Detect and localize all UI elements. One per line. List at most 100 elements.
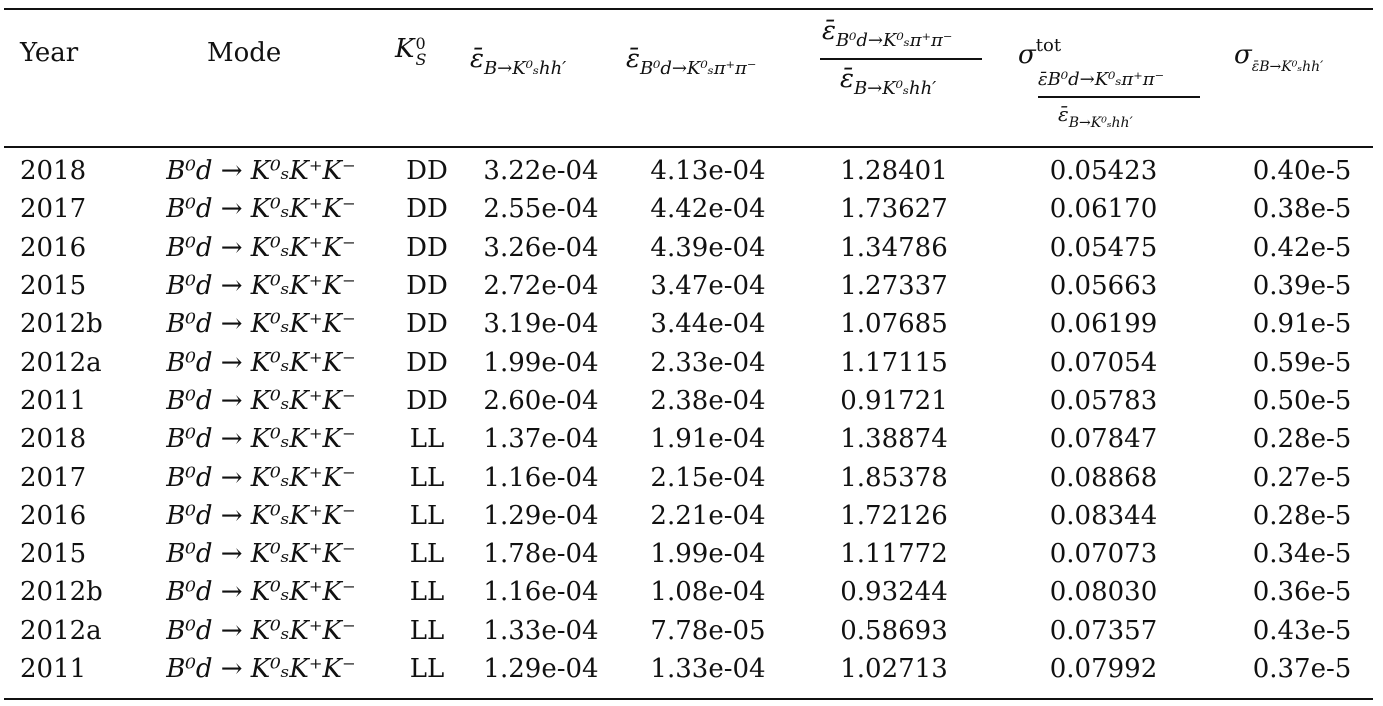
cell-year: 2018 xyxy=(20,424,87,455)
cell-ks: DD xyxy=(406,385,448,416)
cell-sigma-tot: 0.05783 xyxy=(1049,385,1158,416)
table-row: 2016 B⁰d → K⁰ₛK⁺K⁻ LL 1.29e-04 2.21e-04 1.721… xyxy=(4,497,1383,535)
cell-mode: B⁰d → K⁰ₛK⁺K⁻ xyxy=(166,385,356,416)
cell-sigma-eff: 0.28e-5 xyxy=(1252,424,1352,455)
cell-sigma-eff: 0.42e-5 xyxy=(1252,232,1352,263)
cell-sigma-tot: 0.07992 xyxy=(1049,654,1158,684)
header-eff-kshh-sub: B→K⁰ₛhh′ xyxy=(483,58,567,79)
cell-sigma-eff: 0.50e-5 xyxy=(1252,385,1352,416)
cell-eff-kspipi: 2.15e-04 xyxy=(650,462,766,493)
table-row: 2011 B⁰d → K⁰ₛK⁺K⁻ DD 2.60e-04 2.38e-04 0.917… xyxy=(4,382,1383,420)
cell-eff-kshh: 2.55e-04 xyxy=(483,194,599,225)
cell-mode: B⁰d → K⁰ₛK⁺K⁻ xyxy=(166,615,356,646)
cell-mode: B⁰d → K⁰ₛK⁺K⁻ xyxy=(166,539,356,570)
header-ratio-den-sub: B→K⁰ₛhh′ xyxy=(853,78,937,99)
cell-sigma-tot: 0.08030 xyxy=(1049,577,1158,608)
cell-ks: LL xyxy=(409,500,445,531)
cell-eff-kshh: 1.37e-04 xyxy=(483,424,599,455)
cell-ratio: 1.02713 xyxy=(840,654,948,684)
table-body: 2018 B⁰d → K⁰ₛK⁺K⁻ DD 3.22e-04 4.13e-04 1.284… xyxy=(4,152,1383,688)
cell-sigma-eff: 0.36e-5 xyxy=(1252,577,1352,608)
header-ks-sup: 0 xyxy=(415,34,426,53)
cell-ratio: 1.73627 xyxy=(840,194,948,225)
cell-sigma-eff: 0.40e-5 xyxy=(1252,156,1352,187)
header-ks-sub: S xyxy=(415,50,427,69)
cell-year: 2012a xyxy=(20,615,102,646)
cell-ratio: 1.17115 xyxy=(840,347,948,378)
cell-sigma-tot: 0.07073 xyxy=(1049,539,1158,570)
cell-sigma-eff: 0.27e-5 xyxy=(1252,462,1352,493)
bottom-rule xyxy=(4,698,1373,700)
cell-eff-kspipi: 4.42e-04 xyxy=(650,194,766,225)
header-rule xyxy=(4,146,1373,148)
table-row: 2018 B⁰d → K⁰ₛK⁺K⁻ LL 1.37e-04 1.91e-04 1.388… xyxy=(4,420,1383,458)
cell-year: 2015 xyxy=(20,539,87,570)
cell-year: 2011 xyxy=(20,385,87,416)
table-row: 2011 B⁰d → K⁰ₛK⁺K⁻ LL 1.29e-04 1.33e-04 1.027… xyxy=(4,650,1383,688)
cell-ratio: 1.07685 xyxy=(840,309,948,340)
cell-eff-kshh: 1.33e-04 xyxy=(483,615,599,646)
table-row: 2017 B⁰d → K⁰ₛK⁺K⁻ LL 1.16e-04 2.15e-04 1.853… xyxy=(4,458,1383,496)
cell-sigma-tot: 0.07357 xyxy=(1049,615,1158,646)
table-row: 2016 B⁰d → K⁰ₛK⁺K⁻ DD 3.26e-04 4.39e-04 1.347… xyxy=(4,229,1383,267)
cell-sigma-eff: 0.91e-5 xyxy=(1252,309,1352,340)
cell-eff-kshh: 1.29e-04 xyxy=(483,654,599,684)
cell-ks: DD xyxy=(406,194,448,225)
cell-year: 2012a xyxy=(20,347,102,378)
cell-eff-kspipi: 4.13e-04 xyxy=(650,156,766,187)
cell-sigma-tot: 0.08344 xyxy=(1049,500,1158,531)
cell-eff-kspipi: 1.91e-04 xyxy=(650,424,766,455)
cell-ratio: 0.93244 xyxy=(840,577,948,608)
cell-year: 2016 xyxy=(20,500,87,531)
cell-eff-kspipi: 3.44e-04 xyxy=(650,309,766,340)
table-row: 2012b B⁰d → K⁰ₛK⁺K⁻ DD 3.19e-04 3.44e-04 1.07… xyxy=(4,305,1383,343)
header-year: Year xyxy=(20,38,79,68)
cell-eff-kshh: 1.16e-04 xyxy=(483,462,599,493)
header-sigma-tot-den: ε̄B→K⁰ₛhh′ xyxy=(1058,102,1133,131)
cell-mode: B⁰d → K⁰ₛK⁺K⁻ xyxy=(166,232,356,263)
header-eff-kshh: ε̄B→K⁰ₛhh′ xyxy=(470,44,567,79)
header-sigma-eff-sub: ε̄B→K⁰ₛhh′ xyxy=(1251,59,1324,75)
cell-year: 2016 xyxy=(20,232,87,263)
cell-ks: LL xyxy=(409,539,445,570)
cell-year: 2018 xyxy=(20,156,87,187)
cell-year: 2015 xyxy=(20,271,87,302)
cell-sigma-eff: 0.38e-5 xyxy=(1252,194,1352,225)
cell-mode: B⁰d → K⁰ₛK⁺K⁻ xyxy=(166,462,356,493)
cell-year: 2012b xyxy=(20,309,103,340)
cell-eff-kshh: 1.99e-04 xyxy=(483,347,599,378)
cell-mode: B⁰d → K⁰ₛK⁺K⁻ xyxy=(166,309,356,340)
table-row: 2012a B⁰d → K⁰ₛK⁺K⁻ DD 1.99e-04 2.33e-04 1.17… xyxy=(4,343,1383,381)
cell-ks: LL xyxy=(409,615,445,646)
cell-ks: LL xyxy=(409,462,445,493)
header-sigma-tot-num: ε̄B⁰d→K⁰ₛπ⁺π⁻ xyxy=(1038,69,1165,90)
cell-ks: DD xyxy=(406,347,448,378)
cell-sigma-eff: 0.43e-5 xyxy=(1252,615,1352,646)
cell-year: 2017 xyxy=(20,194,87,225)
table-row: 2012b B⁰d → K⁰ₛK⁺K⁻ LL 1.16e-04 1.08e-04 0.93… xyxy=(4,573,1383,611)
cell-ks: DD xyxy=(406,232,448,263)
header-mode: Mode xyxy=(207,38,282,68)
header-sigma-tot-den-sub: B→K⁰ₛhh′ xyxy=(1068,115,1133,131)
cell-ratio: 1.28401 xyxy=(840,156,948,187)
header-sigma-tot: σtot xyxy=(1018,35,1062,70)
cell-ratio: 1.85378 xyxy=(840,462,948,493)
cell-ratio: 0.91721 xyxy=(840,385,948,416)
cell-eff-kshh: 2.72e-04 xyxy=(483,271,599,302)
cell-sigma-tot: 0.08868 xyxy=(1049,462,1158,493)
header-sigma-tot-sup: tot xyxy=(1035,35,1062,56)
cell-sigma-tot: 0.07054 xyxy=(1049,347,1158,378)
cell-ratio: 1.34786 xyxy=(840,232,948,263)
cell-sigma-eff: 0.39e-5 xyxy=(1252,271,1352,302)
cell-eff-kshh: 1.29e-04 xyxy=(483,500,599,531)
cell-mode: B⁰d → K⁰ₛK⁺K⁻ xyxy=(166,577,356,608)
cell-ks: DD xyxy=(406,156,448,187)
header-eff-kspipi: ε̄B⁰d→K⁰ₛπ⁺π⁻ xyxy=(626,44,757,79)
header-ratio-num-sub: B⁰d→K⁰ₛπ⁺π⁻ xyxy=(835,30,953,51)
cell-eff-kspipi: 2.38e-04 xyxy=(650,385,766,416)
top-rule xyxy=(4,8,1373,10)
cell-year: 2012b xyxy=(20,577,103,608)
cell-eff-kspipi: 1.33e-04 xyxy=(650,654,766,684)
cell-eff-kshh: 3.22e-04 xyxy=(483,156,599,187)
